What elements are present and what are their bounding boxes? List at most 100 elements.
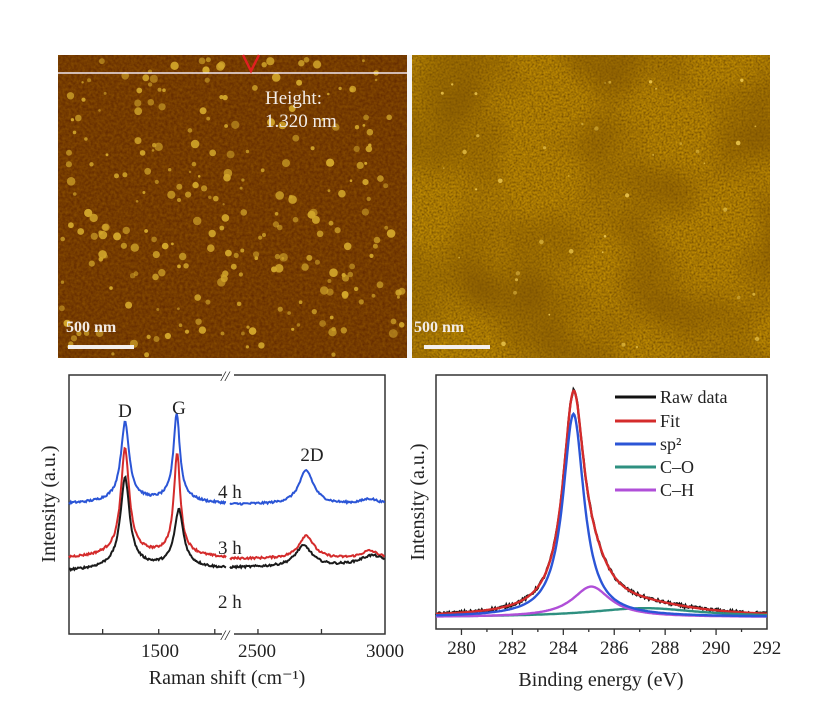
afm-particle (240, 248, 245, 253)
raman-tick-2500: 2500 (238, 641, 276, 662)
afm-particle (74, 323, 77, 326)
afm-particle (319, 320, 326, 327)
afm-particle (377, 175, 384, 182)
afm-particle (191, 161, 197, 167)
afm-particle (177, 307, 180, 311)
afm-particle (226, 150, 235, 159)
afm-particle (63, 319, 71, 327)
afm-particle (329, 315, 334, 320)
afm-particle (185, 191, 192, 198)
afm-particle (105, 153, 109, 157)
afm-highlight (752, 292, 756, 296)
afm-particle (327, 189, 331, 193)
afm-highlight (501, 341, 506, 347)
afm-particle (338, 189, 346, 198)
afm-particle (213, 195, 219, 202)
afm-particle (361, 208, 369, 216)
afm-particle (307, 210, 316, 219)
afm-particle (224, 124, 229, 128)
afm-particle (90, 232, 98, 240)
afm-highlight (625, 193, 630, 198)
xps-legend: Raw data Fit sp² C–O C–H (615, 387, 727, 500)
afm-particle (171, 242, 174, 246)
afm-particle (292, 216, 299, 223)
afm-particle (72, 130, 77, 135)
afm-particle (164, 332, 171, 340)
afm-particle (343, 242, 352, 251)
raman-line-2h-seg1 (68, 475, 227, 572)
afm-particle (122, 226, 130, 235)
afm-particle (158, 269, 166, 277)
raman-x-axis-title: Raman shift (cm⁻¹) (149, 667, 306, 689)
afm-particle (353, 286, 359, 292)
afm-particle (316, 230, 324, 238)
afm-particle (372, 243, 378, 249)
afm-particle (60, 280, 65, 284)
afm-particle (149, 74, 158, 83)
afm-particle (209, 149, 217, 157)
afm-particle (274, 264, 284, 273)
afm-highlight (594, 126, 599, 131)
afm-particle (231, 120, 240, 129)
afm-particle (66, 149, 72, 156)
afm-particle (205, 57, 211, 63)
afm-particle (207, 244, 215, 252)
xps-line-component-2 (436, 411, 767, 618)
afm-highlight (548, 313, 551, 316)
afm-particle (109, 286, 113, 290)
afm-particle (222, 94, 228, 101)
afm-particle (183, 263, 189, 269)
afm-particle (158, 103, 166, 111)
afm-particle (89, 162, 94, 167)
afm-highlight (621, 342, 626, 347)
afm-particle (178, 323, 183, 328)
profile-marker-icon (241, 54, 261, 74)
afm-particle (206, 116, 211, 121)
afm-particle (241, 178, 245, 182)
afm-particle (222, 203, 225, 206)
afm-particle (358, 299, 364, 305)
afm-particle (103, 91, 107, 95)
xps-y-axis-title: Intensity (a.u.) (407, 443, 429, 560)
afm-particle (134, 99, 142, 107)
afm-particle (122, 172, 128, 178)
afm-particle (157, 87, 162, 92)
afm-particle (208, 195, 212, 199)
afm-highlight (735, 140, 741, 146)
afm-particle (311, 309, 317, 315)
afm-particle (366, 196, 371, 202)
afm-particle (313, 60, 322, 69)
afm-particle (142, 74, 150, 82)
afm-particle (120, 242, 127, 249)
afm-particle (114, 173, 119, 179)
afm-particle (271, 73, 281, 82)
afm-particle (287, 311, 291, 315)
afm-right-highlights (440, 78, 760, 349)
afm-highlight (754, 125, 757, 128)
afm-particle (334, 227, 341, 234)
afm-particle (354, 125, 360, 130)
afm-particle (288, 194, 293, 199)
afm-particle (365, 145, 373, 153)
afm-particle (298, 60, 305, 67)
afm-particle (326, 158, 335, 167)
afm-particle (306, 254, 313, 261)
afm-particle (134, 137, 142, 145)
afm-particle (220, 331, 225, 336)
xps-tick-286: 286 (600, 638, 629, 659)
afm-particle (102, 223, 110, 231)
legend-label-c-h: C–H (660, 480, 694, 500)
afm-highlight (695, 149, 700, 154)
afm-particle (327, 279, 332, 283)
afm-highlight (608, 80, 612, 84)
afm-particle (274, 212, 279, 216)
legend-label-fit: Fit (660, 411, 680, 431)
series-label-3h: 3 h (218, 538, 242, 559)
xps-series (435, 386, 768, 618)
xps-line-fit-1 (435, 389, 768, 616)
afm-highlight (462, 149, 467, 155)
afm-particle (245, 149, 250, 154)
afm-highlight (754, 336, 760, 342)
afm-particle (386, 114, 393, 121)
afm-particle (347, 271, 354, 278)
